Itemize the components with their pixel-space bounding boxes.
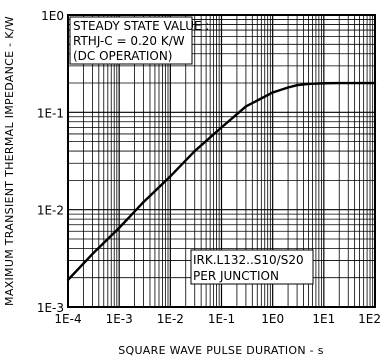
device-label-line-2: PER JUNCTION — [193, 269, 279, 283]
y-tick-label: 1E-3 — [37, 301, 64, 315]
series-point — [358, 81, 361, 85]
device-label-line-1: IRK.L132..S10/S20 — [193, 253, 304, 267]
steady-state-box — [69, 16, 193, 65]
series-point — [193, 149, 196, 153]
y-tick-label: 1E0 — [41, 9, 64, 23]
x-tick-labels: 1E-4 1E-3 1E-2 1E-1 1E0 1E1 1E2 — [54, 312, 381, 326]
steady-state-line-2: RTHJ-C = 0.20 K/W — [73, 34, 185, 48]
series-point — [66, 278, 70, 282]
x-axis-title: SQUARE WAVE PULSE DURATION - s — [118, 344, 324, 357]
series-point — [220, 126, 223, 129]
x-tick-label: 1E1 — [312, 312, 335, 326]
plot-frame — [67, 14, 376, 308]
y-axis-title: MAXIMUM TRANSIENT THERMAL IMPEDANCE - K/… — [3, 16, 16, 306]
series-points — [66, 81, 377, 282]
x-tick-label: 1E2 — [358, 312, 381, 326]
series-point — [244, 105, 248, 108]
series-point — [169, 175, 172, 178]
series-point — [117, 226, 121, 230]
series-point — [271, 91, 274, 94]
series-point — [307, 82, 310, 86]
x-tick-label: 1E0 — [261, 312, 284, 326]
y-tick-label: 1E-2 — [37, 204, 64, 218]
x-tick-label: 1E-4 — [54, 312, 81, 326]
series-point — [91, 252, 94, 256]
x-tick-label: 1E-3 — [106, 312, 133, 326]
series-point — [295, 84, 299, 87]
series-point — [373, 81, 377, 85]
series-point — [322, 82, 326, 85]
x-tick-label: 1E-1 — [208, 312, 235, 326]
y-tick-label: 1E-1 — [37, 106, 64, 120]
x-tick-label: 1E-2 — [157, 312, 184, 326]
series-point — [142, 200, 145, 204]
series-point — [338, 81, 341, 85]
steady-state-line-1: STEADY STATE VALUE : — [73, 19, 209, 33]
y-tick-labels: 1E-3 1E-2 1E-1 1E0 — [37, 9, 64, 315]
series-point — [286, 86, 290, 89]
device-label-box — [190, 249, 314, 285]
steady-state-line-3: (DC OPERATION) — [73, 49, 172, 63]
series-curve — [67, 81, 375, 281]
